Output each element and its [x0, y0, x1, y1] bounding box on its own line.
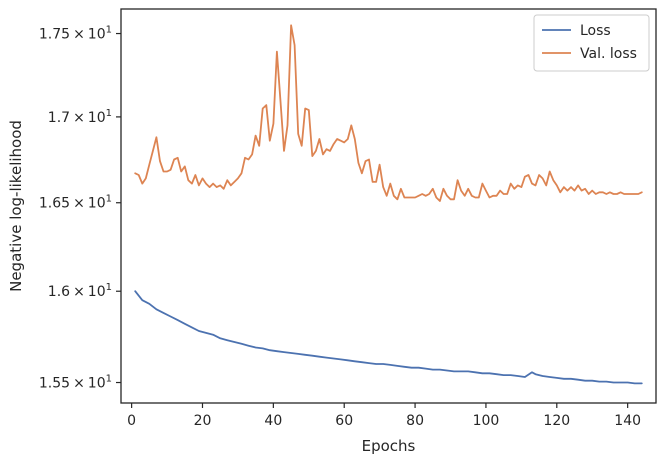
legend-box	[533, 14, 650, 72]
y-tick-base: 10	[88, 196, 106, 212]
x-ticks: 0 20 40 60 80 100 120 140	[127, 403, 641, 429]
plot-frame	[120, 8, 657, 404]
y-tick-times: ×	[73, 376, 85, 392]
y-tick-base: 10	[88, 284, 106, 300]
y-tick-label: 1.55 × 101	[39, 374, 112, 392]
x-tick-label: 60	[335, 413, 353, 429]
y-tick-times: ×	[73, 110, 85, 126]
x-tick-label: 20	[194, 413, 212, 429]
y-tick-exponent: 1	[106, 108, 112, 119]
y-tick-times: ×	[73, 27, 85, 43]
legend: Loss Val. loss	[533, 14, 650, 72]
y-tick-label: 1.6 × 101	[48, 282, 112, 300]
y-tick-exponent: 1	[106, 374, 112, 385]
y-tick-label: 1.7 × 101	[48, 108, 112, 126]
y-tick-exponent: 1	[106, 282, 112, 293]
y-tick-label: 1.75 × 101	[39, 25, 112, 43]
x-tick-label: 0	[127, 413, 136, 429]
x-tick-label: 40	[264, 413, 282, 429]
y-tick-mantissa: 1.7	[48, 110, 70, 126]
series-line-val-loss	[134, 24, 643, 202]
y-tick-mantissa: 1.55	[39, 376, 70, 392]
x-tick-label: 80	[406, 413, 424, 429]
y-axis-label: Negative log-likelihood	[7, 120, 25, 292]
y-tick-mantissa: 1.65	[39, 196, 70, 212]
y-tick-mantissa: 1.75	[39, 27, 70, 43]
y-tick-base: 10	[88, 27, 106, 43]
y-tick-times: ×	[73, 196, 85, 212]
y-tick-exponent: 1	[106, 25, 112, 36]
x-tick-label: 140	[614, 413, 641, 429]
y-tick-base: 10	[88, 376, 106, 392]
legend-label: Val. loss	[580, 46, 637, 62]
x-tick-label: 120	[543, 413, 570, 429]
y-tick-base: 10	[88, 110, 106, 126]
x-tick-label: 100	[473, 413, 500, 429]
y-tick-label: 1.65 × 101	[39, 194, 112, 212]
series-layer	[134, 24, 643, 385]
series-line-loss	[134, 290, 643, 385]
y-tick-times: ×	[73, 284, 85, 300]
legend-label: Loss	[580, 23, 611, 39]
y-tick-mantissa: 1.6	[48, 284, 70, 300]
y-tick-exponent: 1	[106, 194, 112, 205]
x-axis-label: Epochs	[362, 437, 416, 455]
